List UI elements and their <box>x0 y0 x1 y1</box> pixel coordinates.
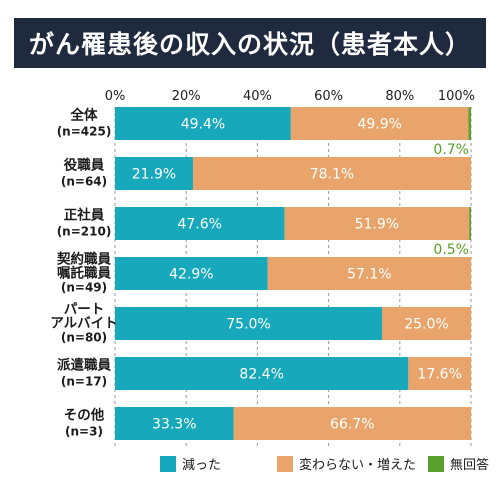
category-label: 役職員 <box>64 157 105 174</box>
category-count: (n=425) <box>57 125 112 139</box>
category-count: (n=64) <box>61 175 107 189</box>
category-count: (n=210) <box>57 225 112 239</box>
data-label: 78.1% <box>310 167 354 183</box>
bar-segment <box>469 207 471 240</box>
bar-segment <box>382 307 471 340</box>
bar-segment <box>115 357 409 390</box>
data-label: 49.9% <box>357 117 401 133</box>
legend-label: 変わらない・増えた <box>299 457 416 473</box>
data-label: 47.6% <box>177 217 221 233</box>
x-tick-label: 60% <box>314 89 343 104</box>
data-label: 0.7% <box>433 142 469 158</box>
legend-swatch <box>277 456 293 472</box>
bar-segment <box>267 257 471 290</box>
bar-segment <box>115 307 382 340</box>
data-label: 57.1% <box>347 267 391 283</box>
x-tick-label: 0% <box>105 89 126 104</box>
category-count: (n=49) <box>61 281 107 295</box>
bar-segment <box>290 107 469 140</box>
category-label: 嘱託職員 <box>57 265 111 282</box>
category-count: (n=17) <box>61 375 107 389</box>
data-label: 25.0% <box>404 317 448 333</box>
legend-label: 無回答 <box>450 457 489 473</box>
x-tick-label: 40% <box>243 89 272 104</box>
bar-segment <box>192 157 472 190</box>
category-label: 正社員 <box>64 207 105 224</box>
data-label: 49.4% <box>181 117 225 133</box>
bar-segment <box>115 157 193 190</box>
data-label: 33.3% <box>152 417 196 433</box>
data-label: 17.6% <box>417 367 461 383</box>
category-label: 契約職員 <box>56 251 111 268</box>
x-tick-label: 20% <box>172 89 201 104</box>
data-label: 82.4% <box>239 367 283 383</box>
title-bar: がん罹患後の収入の状況（患者本人） <box>14 18 486 68</box>
legend-swatch <box>160 456 176 472</box>
category-label: その他 <box>64 407 105 424</box>
data-label: 42.9% <box>169 267 213 283</box>
legend-label: 減った <box>182 457 221 473</box>
category-label: アルバイト <box>50 316 117 332</box>
category-label: 全体 <box>70 107 98 124</box>
bar-segment <box>468 107 471 140</box>
bar-segment <box>115 257 268 290</box>
category-count: (n=3) <box>65 425 103 439</box>
x-tick-label: 80% <box>385 89 414 104</box>
chart-title: がん罹患後の収入の状況（患者本人） <box>28 30 471 59</box>
bar-segment <box>284 207 470 240</box>
bar-segment <box>408 357 471 390</box>
bar-segment <box>233 407 471 440</box>
legend-swatch <box>428 456 444 472</box>
data-label: 66.7% <box>330 417 374 433</box>
bar-segment <box>115 207 285 240</box>
category-label: 派遣職員 <box>57 357 111 374</box>
data-label: 21.9% <box>132 167 176 183</box>
category-count: (n=80) <box>61 331 107 345</box>
data-label: 51.9% <box>355 217 399 233</box>
bar-segment <box>115 407 234 440</box>
bar-segment <box>115 107 291 140</box>
data-label: 75.0% <box>226 317 270 333</box>
data-label: 0.5% <box>433 242 469 258</box>
category-label: パート <box>64 302 105 318</box>
x-tick-label: 100% <box>438 89 475 104</box>
